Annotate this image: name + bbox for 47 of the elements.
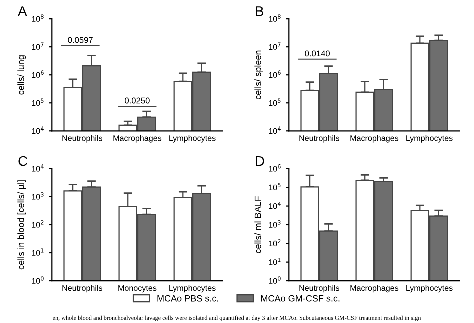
y-tick-label: 10$^{1}$ — [269, 258, 281, 266]
x-tick-label: Macrophages — [114, 135, 162, 143]
x-tick-label: Lymphocytes — [406, 285, 453, 293]
y-tick-label: 10$^{4}$ — [32, 164, 44, 172]
y-tick-label: 10$^{3}$ — [32, 192, 44, 200]
x-tick-label: Macrophages — [350, 285, 399, 293]
y-tick-label: 10$^{6}$ — [32, 70, 44, 78]
y-tick-label: 10$^{8}$ — [269, 14, 281, 22]
y-tick-label: 10$^{8}$ — [32, 14, 44, 22]
y-tick-label: 10$^{0}$ — [32, 276, 44, 284]
y-tick-label: 10$^{0}$ — [269, 276, 281, 284]
y-axis-title: cells/ lung — [18, 56, 26, 95]
y-tick-label: 10$^{4}$ — [269, 126, 281, 134]
chart-title: B — [256, 6, 264, 16]
legend-label: MCAo GM-CSF s.c. — [261, 295, 340, 302]
x-tick-label: Neutrophils — [300, 135, 340, 143]
y-tick-label: 10$^{4}$ — [32, 126, 44, 134]
y-tick-label: 10$^{5}$ — [269, 98, 281, 106]
x-tick-label: Neutrophils — [62, 285, 102, 293]
y-tick-label: 10$^{6}$ — [269, 70, 281, 78]
x-tick-label: Lymphocytes — [170, 135, 216, 143]
annotation: 0.0250 — [125, 98, 150, 104]
y-tick-label: 10$^{2}$ — [269, 239, 281, 247]
chart-title: D — [256, 156, 264, 166]
y-tick-label: 10$^{3}$ — [269, 220, 281, 228]
annotation: 0.0140 — [305, 50, 330, 57]
y-tick-label: 10$^{1}$ — [32, 248, 44, 256]
y-tick-label: 10$^{7}$ — [269, 42, 281, 50]
y-tick-label: 10$^{4}$ — [269, 202, 281, 210]
x-tick-label: Lymphocytes — [406, 135, 453, 143]
chart-title: C — [18, 156, 28, 166]
y-tick-label: 10$^{7}$ — [32, 42, 44, 50]
legend-label: MCAo PBS s.c. — [158, 295, 218, 302]
y-axis-title: cells/ spleen — [254, 50, 264, 100]
x-tick-label: Macrophages — [350, 135, 399, 143]
y-tick-label: 10$^{5}$ — [269, 183, 281, 191]
y-axis-title: cells in blood [cells/ µl] — [18, 180, 26, 270]
x-tick-label: Monocytes — [118, 285, 157, 293]
y-axis-title: cells/ ml BALF — [254, 196, 262, 254]
x-tick-label: Lymphocytes — [170, 285, 216, 293]
annotation: 0.0597 — [68, 37, 93, 44]
x-tick-label: Neutrophils — [62, 135, 102, 143]
y-tick-label: 10$^{6}$ — [269, 164, 281, 172]
y-tick-label: 10$^{5}$ — [32, 98, 44, 106]
x-tick-label: Neutrophils — [300, 285, 340, 293]
y-tick-label: 10$^{2}$ — [32, 220, 44, 228]
chart-title: A — [18, 6, 28, 16]
